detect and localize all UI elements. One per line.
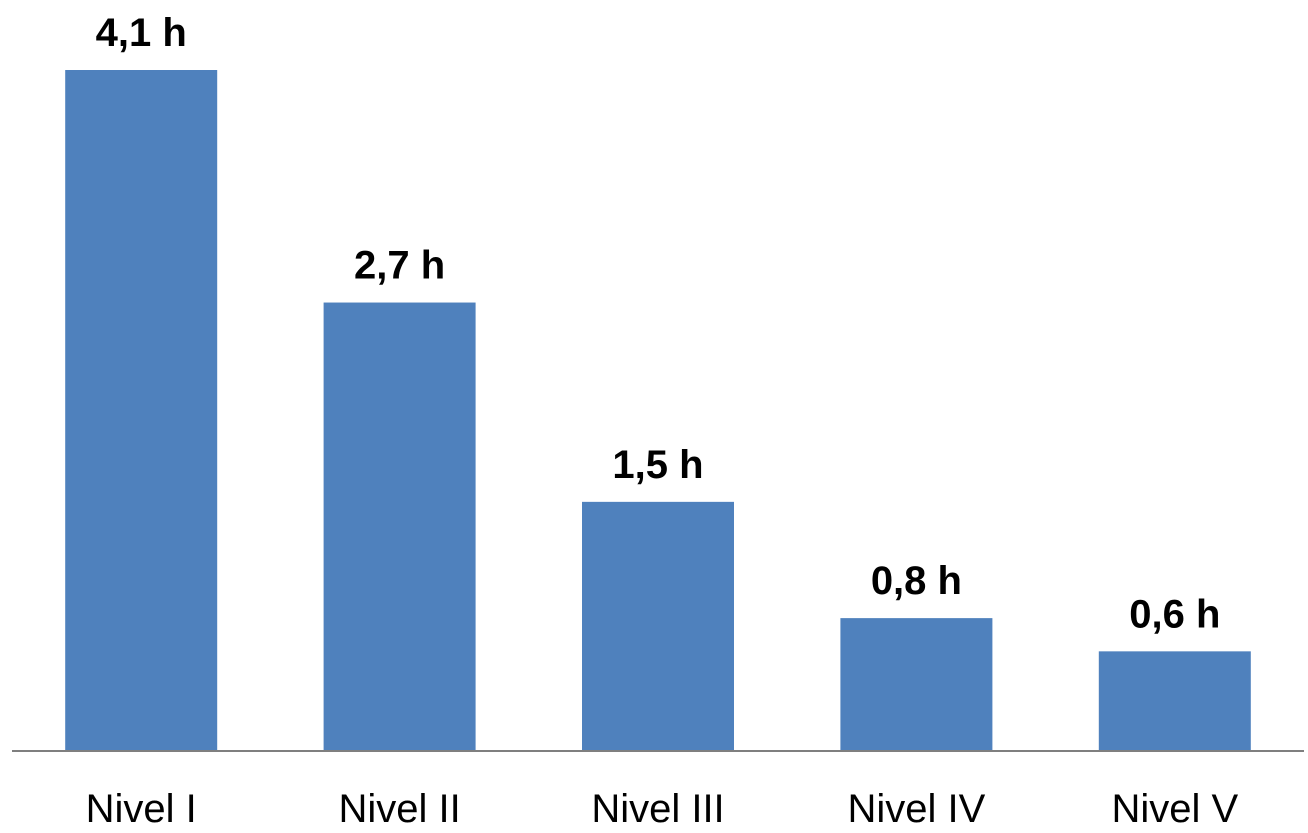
data-labels-layer: 4,1 h 2,7 h 1,5 h 0,8 h 0,6 h [96, 11, 1221, 636]
category-label-3: Nivel III [591, 787, 724, 831]
data-label-5: 0,6 h [1129, 592, 1220, 636]
bar-5 [1098, 651, 1251, 751]
category-labels-layer: Nivel I Nivel II Nivel III Nivel IV Nivel V [86, 787, 1239, 831]
category-label-2: Nivel II [338, 787, 460, 831]
data-label-3: 1,5 h [612, 443, 703, 487]
category-label-4: Nivel IV [847, 787, 985, 831]
bars-layer [65, 70, 1251, 751]
data-label-1: 4,1 h [96, 11, 187, 55]
category-label-1: Nivel I [86, 787, 197, 831]
bar-1 [65, 70, 218, 751]
bar-2 [323, 302, 476, 751]
bar-3 [582, 501, 734, 751]
category-label-5: Nivel V [1111, 787, 1238, 831]
bar-4 [840, 618, 993, 751]
data-label-2: 2,7 h [354, 244, 445, 288]
data-label-4: 0,8 h [871, 559, 962, 603]
